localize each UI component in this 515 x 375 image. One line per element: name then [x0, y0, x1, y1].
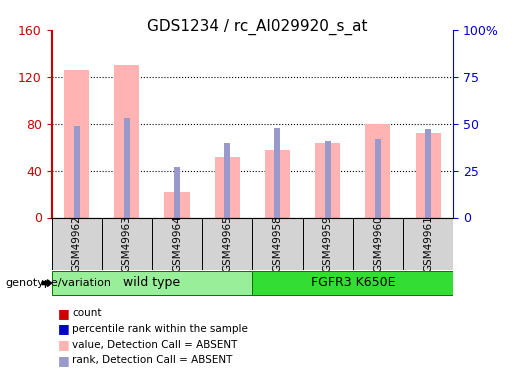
Bar [64, 70, 89, 217]
Bar [52, 217, 102, 270]
Bar [375, 139, 381, 218]
Text: wild type: wild type [124, 276, 180, 289]
Bar [202, 217, 252, 270]
Text: GSM49961: GSM49961 [423, 215, 433, 272]
Bar [152, 217, 202, 270]
Text: GDS1234 / rc_AI029920_s_at: GDS1234 / rc_AI029920_s_at [147, 19, 368, 35]
Text: genotype/variation: genotype/variation [5, 278, 111, 288]
Bar [425, 129, 431, 218]
Text: percentile rank within the sample: percentile rank within the sample [72, 324, 248, 334]
Bar [215, 157, 240, 218]
Bar [274, 128, 281, 218]
Bar [416, 133, 441, 218]
Bar [174, 167, 180, 218]
Text: value, Detection Call = ABSENT: value, Detection Call = ABSENT [72, 340, 237, 350]
Bar [252, 217, 303, 270]
Text: GSM49964: GSM49964 [172, 215, 182, 272]
Bar [403, 217, 453, 270]
Text: GSM49958: GSM49958 [272, 215, 282, 272]
Text: GSM49960: GSM49960 [373, 215, 383, 272]
Text: ■: ■ [58, 338, 70, 351]
Text: rank, Detection Call = ABSENT: rank, Detection Call = ABSENT [72, 356, 232, 365]
Bar [303, 217, 353, 270]
Bar [365, 124, 390, 218]
Text: ■: ■ [58, 354, 70, 367]
Bar [265, 150, 290, 217]
Text: GSM49965: GSM49965 [222, 215, 232, 272]
Text: GSM49959: GSM49959 [323, 215, 333, 272]
Text: FGFR3 K650E: FGFR3 K650E [311, 276, 395, 289]
Text: ■: ■ [58, 322, 70, 335]
Bar [164, 192, 190, 217]
Text: GSM49963: GSM49963 [122, 215, 132, 272]
Bar [124, 118, 130, 218]
Bar [102, 217, 152, 270]
Bar [315, 142, 340, 218]
Bar [114, 65, 140, 218]
Text: GSM49962: GSM49962 [72, 215, 81, 272]
Bar [324, 141, 331, 218]
Text: ■: ■ [58, 307, 70, 320]
Bar [74, 126, 80, 218]
Bar [52, 272, 252, 295]
Bar [353, 217, 403, 270]
Text: count: count [72, 308, 101, 318]
Bar [252, 272, 453, 295]
Bar [224, 142, 230, 218]
